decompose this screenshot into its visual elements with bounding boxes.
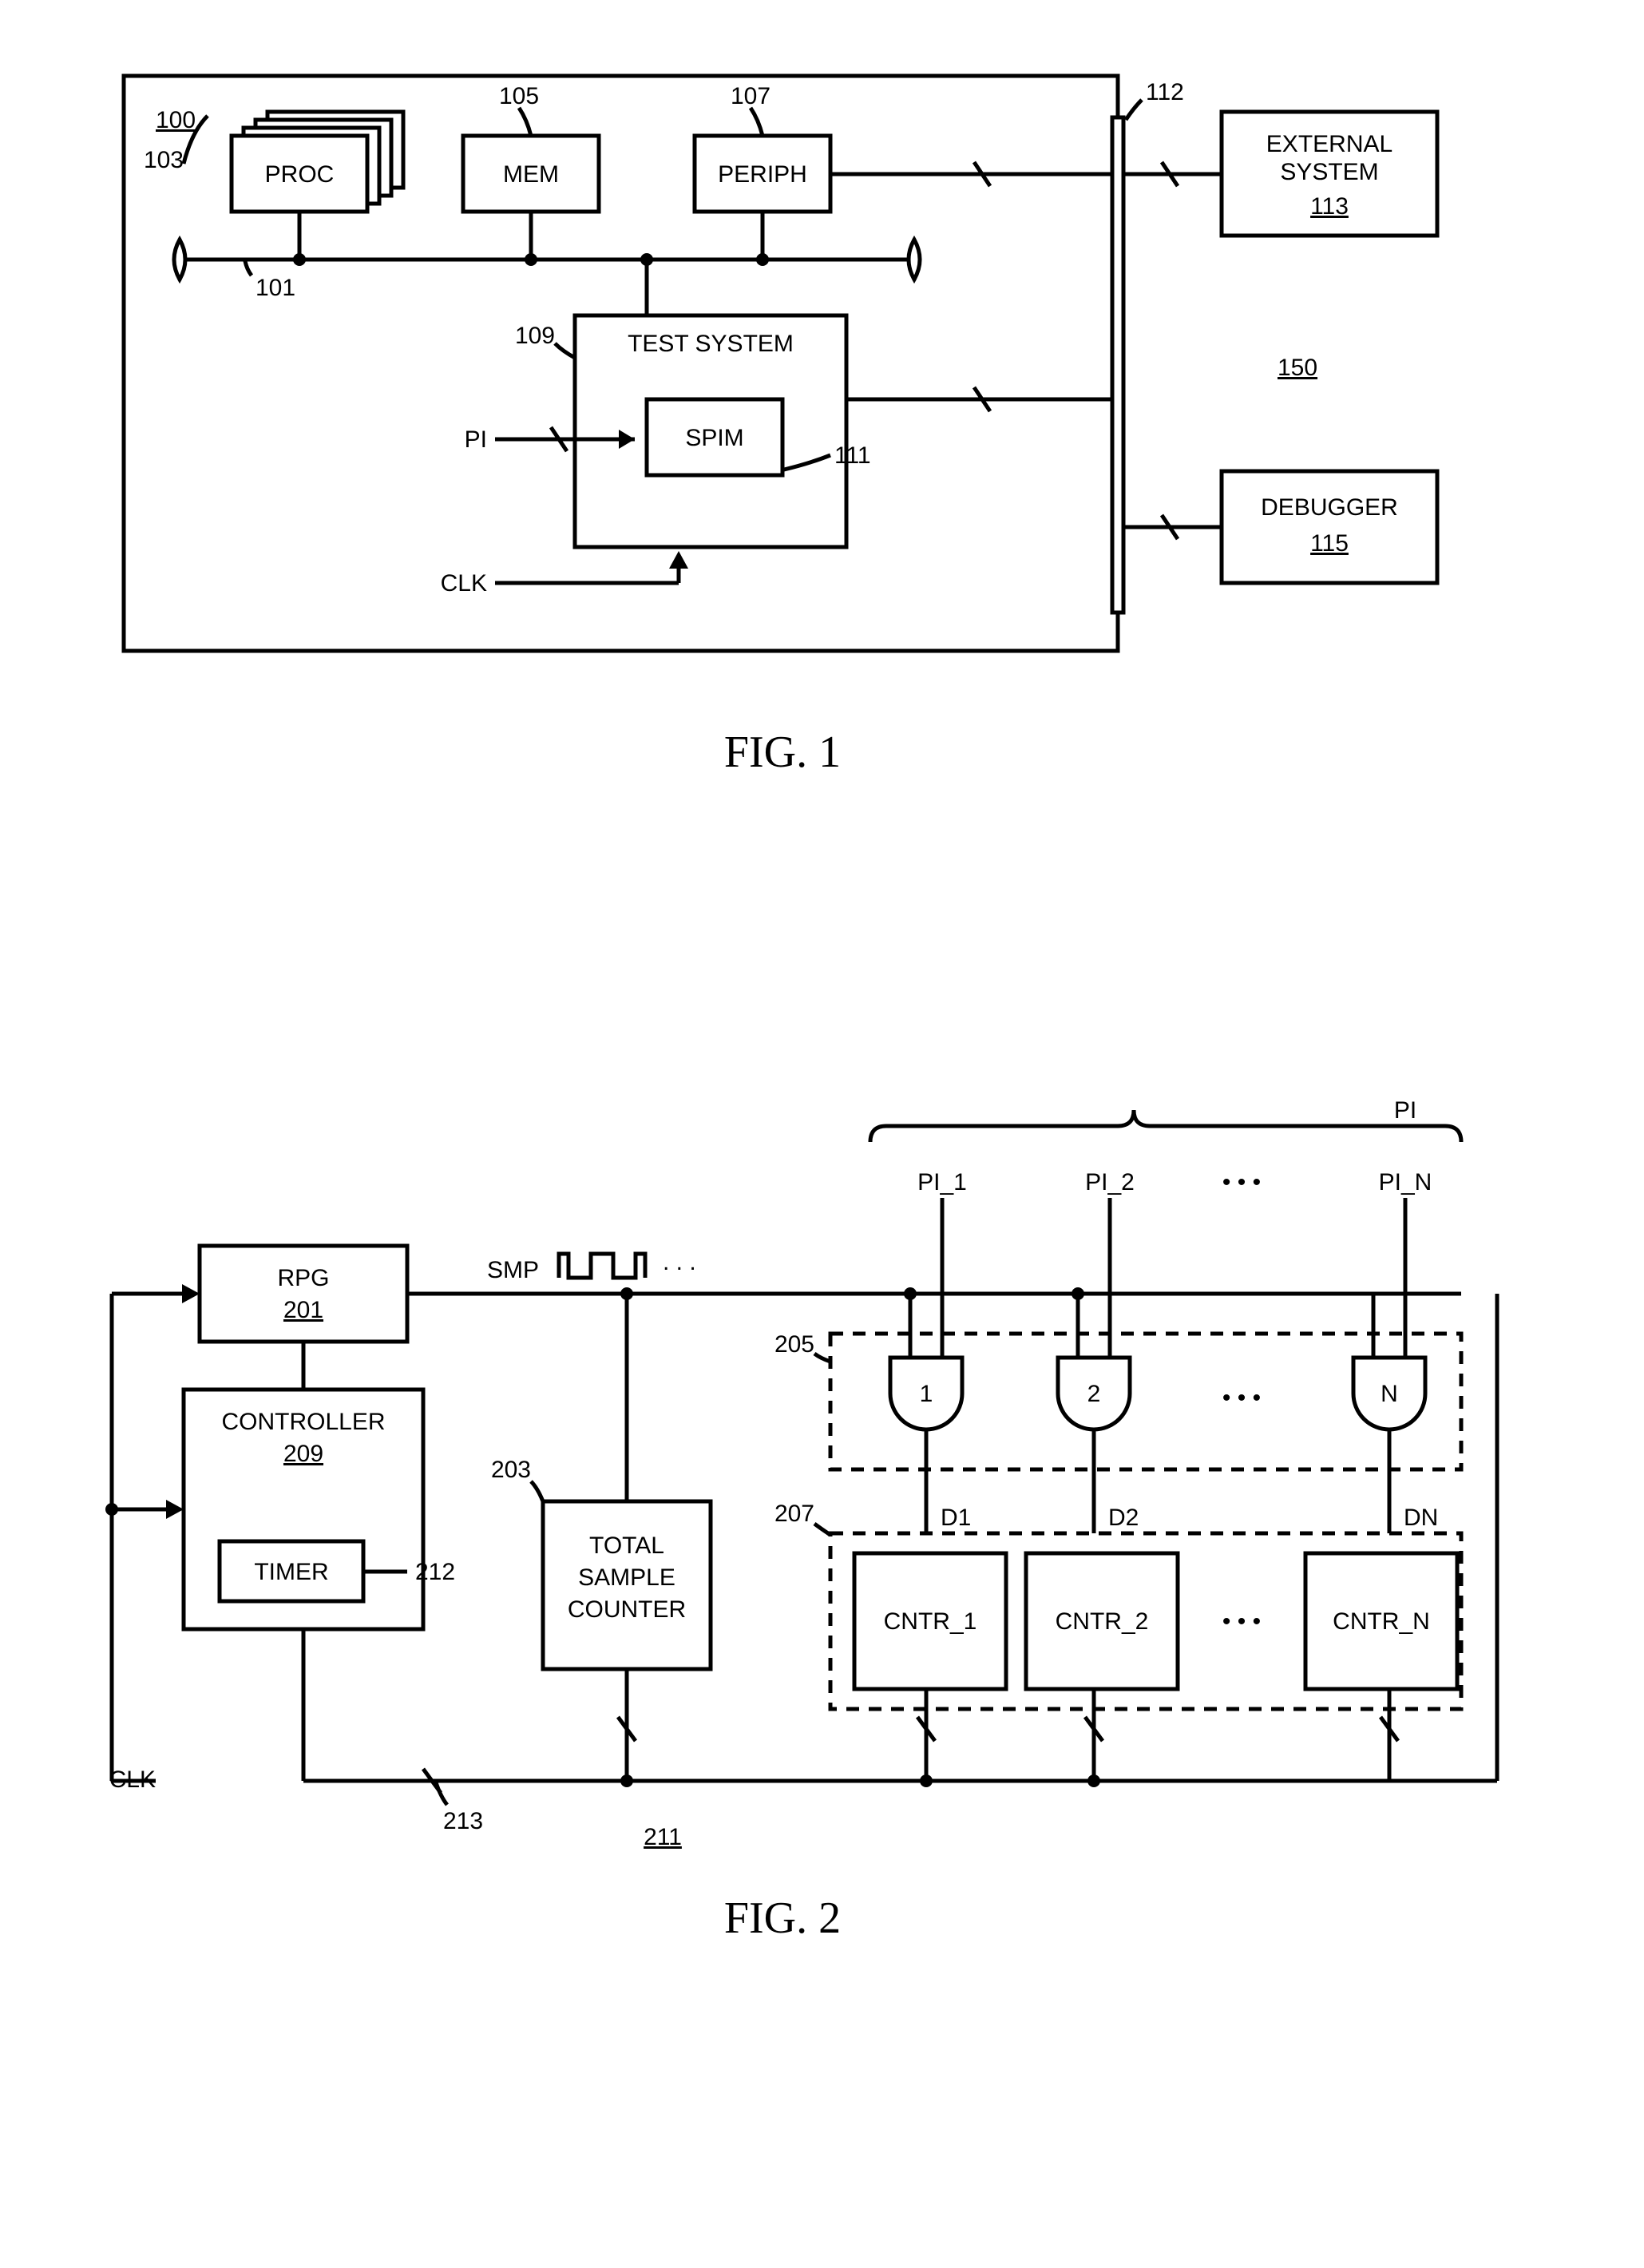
smp-pulse-icon [559,1254,645,1278]
ref-107: 107 [731,83,771,109]
clk-label: CLK [441,570,487,597]
bus-break-left [174,240,185,280]
bus-seg-label: 101 [256,275,295,301]
pin-label: PI_N [1379,1169,1432,1195]
ref-100: 100 [156,107,196,133]
pi-brace-label: PI [1394,1097,1416,1124]
svg-text:2: 2 [1087,1381,1101,1407]
mem-label: MEM [503,161,559,188]
cntr2-label: CNTR_2 [1056,1608,1149,1635]
proc-block: PROC [232,112,403,212]
and-gate-1: 1 D1 [890,1198,971,1553]
svg-text:N: N [1381,1381,1398,1407]
and-gate-n: N DN [1353,1198,1438,1553]
ref-201: 201 [283,1297,323,1323]
fig-1: 100 PROC 103 MEM 105 PERIPH 107 101 TEST… [124,76,1437,777]
svg-text:1: 1 [920,1381,933,1407]
tsc-line1: TOTAL [589,1532,664,1559]
tsc-line3: COUNTER [568,1596,686,1623]
ref-113: 113 [1310,193,1349,220]
ref-112: 112 [1146,79,1184,105]
svg-text:• • •: • • • [1222,1385,1261,1411]
ext-label-2: SYSTEM [1280,159,1378,185]
cntrn-label: CNTR_N [1333,1608,1430,1635]
ref-203: 203 [491,1457,531,1483]
ref-209: 209 [283,1441,323,1467]
ext-label-1: EXTERNAL [1266,131,1392,157]
fig-2: CLK RPG 201 CONTROLLER 209 TIMER 212 SMP… [105,1097,1497,1943]
d2-label: D2 [1108,1505,1139,1531]
and-gate-2: 2 D2 [1058,1198,1139,1553]
rpg-label: RPG [277,1265,329,1291]
test-system-label: TEST SYSTEM [628,331,794,357]
pi-label: PI [465,426,487,453]
ref-109: 109 [515,323,555,349]
tsc-line2: SAMPLE [578,1564,675,1591]
debugger-block [1222,471,1437,583]
ref-115: 115 [1310,530,1349,557]
spim-label: SPIM [685,425,743,451]
ref-105: 105 [499,83,539,109]
bus-break-right [909,240,920,280]
controller-label: CONTROLLER [221,1409,385,1435]
timer-label: TIMER [254,1559,328,1585]
fig1-caption: FIG. 1 [724,728,841,777]
svg-text:• • •: • • • [1222,1608,1261,1635]
periph-label: PERIPH [718,161,807,188]
ref-213: 213 [443,1808,483,1834]
ref-103: 103 [144,147,184,173]
smp-label: SMP [487,1257,539,1283]
ref-211: 211 [644,1824,682,1850]
pi1-label: PI_1 [917,1169,967,1195]
fig2-caption: FIG. 2 [724,1893,841,1943]
svg-text:• • •: • • • [1222,1169,1261,1195]
proc-label: PROC [265,161,335,188]
io-port [1112,117,1123,613]
dn-label: DN [1404,1505,1438,1531]
rpg-block [200,1246,407,1342]
cntr1-label: CNTR_1 [884,1608,977,1635]
debugger-label: DEBUGGER [1261,494,1398,521]
ref-111: 111 [834,442,871,469]
ref-150: 150 [1278,355,1317,381]
ref-207: 207 [774,1501,814,1527]
ref-212: 212 [415,1559,455,1585]
pi-brace [870,1110,1461,1142]
d1-label: D1 [941,1505,971,1531]
svg-text:. . .: . . . [663,1249,696,1275]
pi2-label: PI_2 [1085,1169,1135,1195]
ref-205: 205 [774,1331,814,1358]
